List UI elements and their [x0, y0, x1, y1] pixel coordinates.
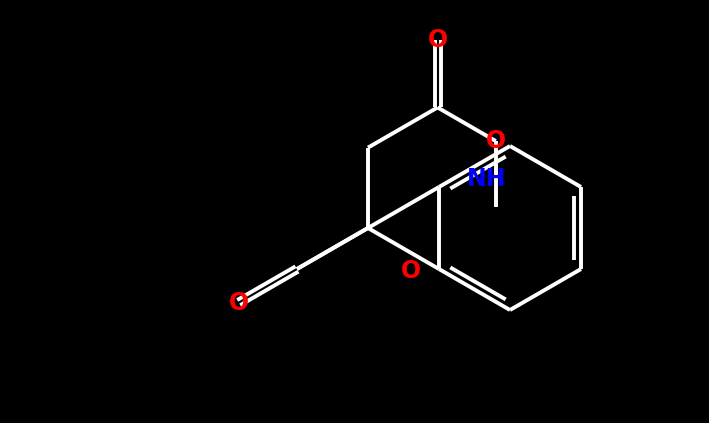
- Text: O: O: [428, 28, 447, 52]
- Text: NH: NH: [467, 167, 506, 191]
- Text: O: O: [229, 291, 249, 315]
- Text: O: O: [486, 129, 506, 153]
- Text: O: O: [401, 259, 421, 283]
